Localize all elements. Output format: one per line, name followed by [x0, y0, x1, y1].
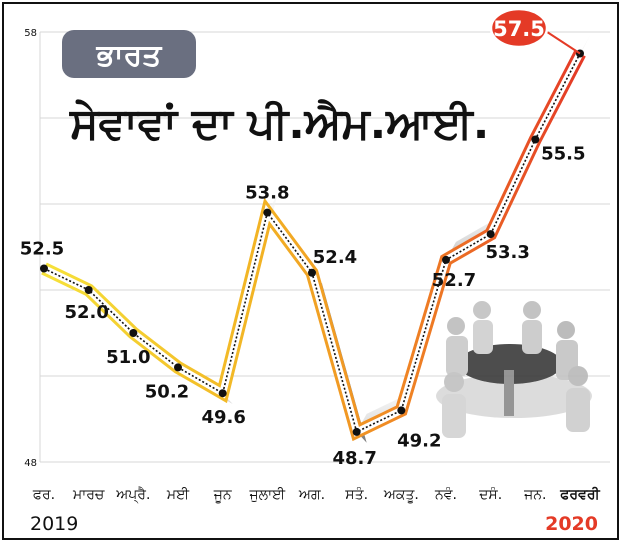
chart-title: ਸੇਵਾਵਾਂ ਦਾ ਪੀ.ਐਮ.ਆਈ.	[69, 98, 489, 149]
x-tick-label: ਸਤੰ.	[344, 486, 368, 503]
data-label: 52.5	[20, 239, 64, 260]
data-point	[531, 135, 540, 144]
data-point	[352, 427, 361, 436]
data-label: 49.6	[201, 407, 245, 428]
data-point	[263, 208, 272, 217]
x-tick-label: ਮਾਰਚ	[72, 487, 105, 503]
data-label-highlight: 57.5	[493, 17, 545, 41]
meeting-illustration	[436, 301, 592, 438]
year-end: 2020	[545, 513, 598, 535]
x-tick-label: ਜਨ.	[523, 487, 546, 503]
x-tick-label: ਜੁਲਾਈ	[249, 487, 287, 503]
data-label: 50.2	[145, 381, 189, 402]
y-axis-ticks: 58 48	[24, 28, 37, 469]
callout-bubble	[489, 7, 549, 49]
data-point	[486, 230, 495, 239]
data-point	[174, 363, 182, 372]
data-point	[218, 389, 227, 398]
x-tick-label: ਜੂਨ	[213, 487, 232, 503]
data-label: 51.0	[106, 347, 150, 368]
data-point	[308, 268, 316, 277]
data-label: 48.7	[332, 448, 376, 469]
x-axis-labels: ਫਰ. ਮਾਰਚ ਅਪ੍ਰੈ. ਮਈ ਜੂਨ ਜੁਲਾਈ ਅਗ. ਸਤੰ. ਅਕਤੂ. ਨਵੰ. ਦ…	[32, 486, 601, 504]
data-label: 49.2	[397, 430, 441, 451]
data-point	[397, 406, 406, 415]
data-label: 53.8	[245, 183, 289, 204]
data-labels: 52.5 52.0 51.0 50.2 49.6 53.8 52.4 48.7 49.2 52.7…	[20, 7, 586, 469]
x-tick-label: ਫਰ.	[32, 487, 55, 503]
chart-frame: 58 48 ਭਾਰਤ ਸੇਵਾਵਾਂ ਦਾ ਪੀ.ਐਮ.ਆਈ.	[2, 2, 619, 540]
data-label: 52.7	[432, 270, 476, 291]
data-point	[40, 264, 48, 273]
badge-label: ਭਾਰਤ	[96, 38, 164, 73]
data-label: 53.3	[485, 242, 529, 263]
x-tick-label: ਨਵੰ.	[434, 486, 457, 503]
year-start: 2019	[30, 513, 78, 535]
data-label: 52.4	[313, 247, 357, 268]
data-points	[40, 49, 584, 436]
x-tick-label: ਅਗ.	[298, 487, 325, 503]
x-tick-label: ਫਰਵਰੀ	[559, 486, 600, 503]
x-tick-label: ਅਕਤੂ.	[383, 487, 419, 503]
x-tick-label: ਅਪ੍ਰੈ.	[115, 486, 150, 504]
x-tick-label: ਮਈ	[166, 487, 190, 503]
y-tick-label: 48	[24, 458, 37, 469]
data-point	[129, 329, 138, 337]
x-tick-label: ਦਸੰ.	[478, 486, 502, 503]
data-label: 52.0	[64, 302, 108, 323]
badge-background	[62, 30, 196, 78]
data-point	[84, 286, 93, 294]
data-label: 55.5	[541, 144, 585, 165]
y-tick-label: 58	[24, 28, 37, 39]
header: ਭਾਰਤ ਸੇਵਾਵਾਂ ਦਾ ਪੀ.ਐਮ.ਆਈ.	[62, 30, 489, 149]
data-point	[442, 255, 450, 264]
pmi-chart: 58 48 ਭਾਰਤ ਸੇਵਾਵਾਂ ਦਾ ਪੀ.ਐਮ.ਆਈ.	[20, 7, 610, 535]
